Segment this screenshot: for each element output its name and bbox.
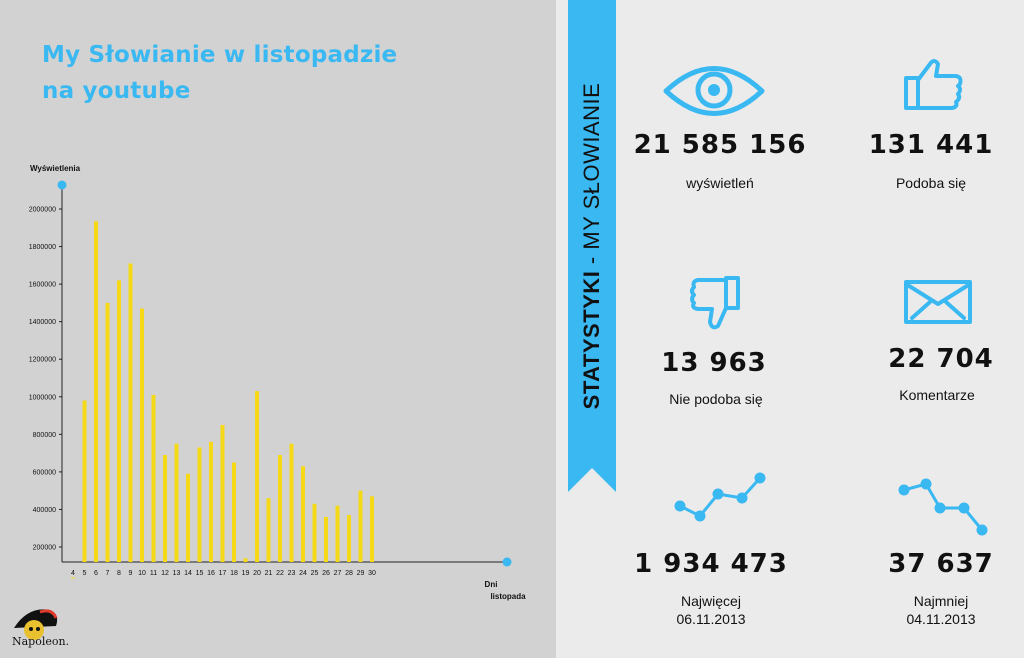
x-tick-label: 22: [276, 570, 284, 577]
x-axis-end-dot: [502, 557, 512, 567]
x-tick-label: 5: [83, 570, 87, 577]
page-title: My Słowianie w listopadzie: [42, 42, 398, 68]
thumbs-up-icon: [904, 59, 963, 110]
x-tick-label: 21: [265, 570, 273, 577]
bar: [266, 498, 271, 562]
x-tick-label: 25: [311, 570, 319, 577]
x-tick-label: 30: [368, 570, 376, 577]
thumbs-down-icon: [690, 276, 740, 330]
bar: [151, 394, 156, 562]
y-tick-label: 1600000: [29, 282, 56, 289]
banner-ribbon: [568, 0, 616, 492]
y-tick-label: 800000: [33, 432, 56, 439]
bar: [347, 515, 351, 562]
views-label: wyświetleń: [686, 175, 754, 191]
bar: [128, 263, 133, 562]
x-tick-label: 4: [71, 570, 75, 577]
x-tick-label: 17: [219, 570, 227, 577]
y-tick-label: 2000000: [29, 207, 56, 214]
least-value: 37 637: [888, 549, 994, 579]
x-tick-label: 27: [334, 570, 342, 577]
banner-title-rest: - MY SŁOWIANIE: [579, 82, 604, 271]
bar: [174, 443, 179, 562]
x-tick-label: 9: [129, 570, 133, 577]
dislikes-value: 13 963: [661, 348, 767, 378]
bar: [232, 462, 236, 562]
bar: [312, 503, 317, 562]
eye-icon: [663, 66, 765, 116]
x-tick-label: 8: [117, 570, 121, 577]
x-tick-label: 20: [253, 570, 261, 577]
x-tick-label: 24: [299, 570, 307, 577]
trend-down-icon: [898, 478, 988, 536]
bar: [255, 391, 259, 562]
dislikes-label: Nie podoba się: [669, 391, 763, 407]
x-axis-title-line1: Dni: [485, 580, 498, 589]
bar: [301, 466, 305, 562]
y-tick-label: 200000: [33, 545, 56, 552]
bar: [186, 473, 190, 562]
comments-label: Komentarze: [899, 387, 975, 403]
logo-text: Napoleon.: [12, 635, 70, 648]
x-tick-label: 6: [94, 570, 98, 577]
most-label: Najwięcej: [681, 593, 741, 609]
x-tick-label: 15: [196, 570, 204, 577]
y-tick-label: 400000: [33, 507, 56, 514]
bar: [278, 454, 282, 562]
bar: [243, 558, 248, 562]
x-tick-label: 14: [184, 570, 192, 577]
bar: [220, 424, 225, 562]
x-tick-label: 28: [345, 570, 353, 577]
most-value: 1 934 473: [634, 549, 788, 579]
y-axis-title: Wyświetlenia: [30, 164, 81, 173]
bar: [370, 496, 374, 562]
x-tick-label: 16: [207, 570, 215, 577]
bar: [197, 447, 202, 562]
x-tick-label: 11: [150, 570, 157, 577]
y-tick-label: 600000: [33, 469, 56, 476]
most-date: 06.11.2013: [676, 611, 746, 627]
trend-up-icon: [674, 472, 766, 522]
least-label: Najmniej: [913, 593, 969, 609]
x-tick-label: 10: [138, 570, 146, 577]
bar: [94, 221, 98, 563]
x-tick-label: 29: [357, 570, 365, 577]
least-date: 04.11.2013: [906, 611, 976, 627]
x-tick-label: 7: [106, 570, 110, 577]
bar-chart: Wyświetlenia Dni listopada 200000 400000 6000…: [29, 164, 526, 601]
y-axis-end-dot: [57, 180, 67, 190]
x-tick-label: 26: [322, 570, 330, 577]
bar: [117, 280, 121, 562]
x-tick-label: 18: [230, 570, 238, 577]
bar: [335, 505, 340, 562]
x-tick-label: 12: [161, 570, 169, 577]
banner-title: STATYSTYKI - MY SŁOWIANIE: [579, 83, 605, 410]
y-tick-label: 1800000: [29, 244, 56, 251]
banner-title-bold: STATYSTYKI: [579, 270, 604, 410]
y-tick-label: 1400000: [29, 319, 56, 326]
y-tick-label: 1000000: [29, 394, 56, 401]
x-tick-label: 19: [242, 570, 250, 577]
bar: [289, 443, 294, 562]
likes-value: 131 441: [868, 130, 994, 160]
bar: [324, 516, 328, 562]
bar: [71, 577, 75, 579]
envelope-icon: [904, 280, 972, 324]
napoleon-logo: [14, 609, 58, 640]
page-title-line2: na youtube: [42, 78, 191, 104]
views-value: 21 585 156: [633, 130, 807, 160]
bar: [105, 302, 110, 562]
bar: [209, 441, 213, 562]
bar: [163, 454, 167, 562]
x-axis-title-line2: listopada: [490, 592, 526, 601]
x-tick-label: 13: [173, 570, 181, 577]
bar: [140, 308, 144, 562]
bar: [358, 490, 363, 562]
likes-label: Podoba się: [895, 175, 967, 191]
x-tick-label: 23: [288, 570, 296, 577]
comments-value: 22 704: [888, 344, 994, 374]
y-tick-label: 1200000: [29, 357, 56, 364]
bar: [82, 400, 87, 562]
